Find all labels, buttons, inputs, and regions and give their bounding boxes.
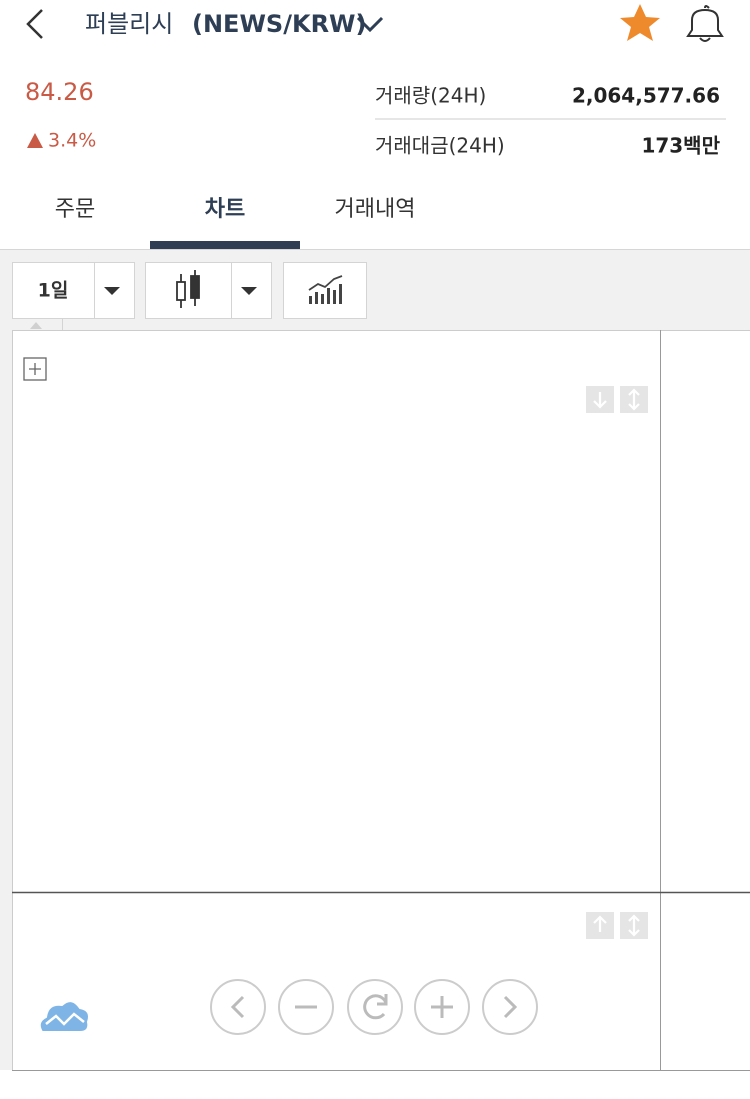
tab[interactable]: 거래내역 [335, 197, 416, 222]
coin-name: 퍼블리시 [85, 10, 173, 38]
indicator-icon [308, 275, 343, 304]
alarm-bell[interactable] [686, 5, 724, 42]
zoom-controls[interactable] [210, 979, 538, 1035]
favorite-star[interactable] [620, 4, 660, 41]
back-button[interactable] [26, 9, 43, 39]
tab[interactable]: 주문 [55, 197, 95, 222]
price-change: 3.4% [48, 130, 96, 152]
dropdown-arrow[interactable] [104, 287, 120, 295]
dropdown-arrow[interactable] [241, 287, 257, 295]
scale-buttons[interactable] [586, 386, 648, 939]
candle-icon [176, 270, 200, 308]
coin-pair: (NEWS/KRW) [192, 10, 367, 38]
header-bg [0, 0, 750, 250]
x-axis-bg [0, 1070, 750, 1099]
period-label: 1일 [38, 280, 69, 302]
stat-label: 거래량(24H) [375, 84, 486, 108]
indicator-button[interactable] [283, 262, 367, 319]
stat-label: 거래대금(24H) [375, 134, 505, 158]
stat-value: 2,064,577.66 [572, 84, 720, 108]
chart-panel [12, 330, 750, 1070]
up-triangle [27, 133, 43, 148]
tab-active[interactable]: 차트 [205, 197, 245, 222]
expand-icon [29, 363, 41, 375]
current-price: 84.26 [25, 78, 94, 106]
collapse-handle[interactable] [30, 322, 42, 329]
stat-value: 173백만 [641, 134, 720, 158]
cloud-logo [38, 1000, 90, 1033]
pair-dropdown[interactable] [356, 16, 384, 33]
tab-indicator [150, 241, 300, 249]
